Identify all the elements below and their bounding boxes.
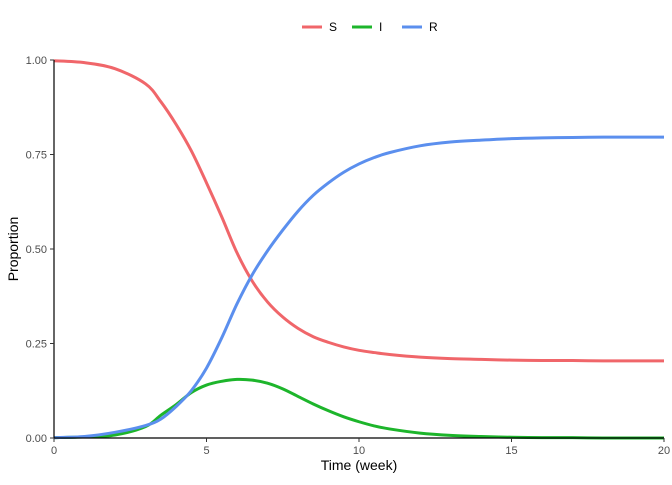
legend-label-r: R — [429, 20, 438, 34]
x-tick-label: 20 — [658, 445, 670, 457]
legend-item-i: I — [352, 20, 382, 34]
legend-label-i: I — [379, 20, 382, 34]
legend-item-s: S — [302, 20, 337, 34]
plot-area — [53, 59, 664, 440]
y-tick-label: 1.00 — [26, 55, 47, 67]
y-tick-label: 0.00 — [26, 433, 47, 445]
x-tick-label: 0 — [51, 445, 57, 457]
y-tick-label: 0.25 — [26, 339, 47, 351]
y-tick-label: 0.75 — [26, 150, 47, 162]
legend-item-r: R — [402, 20, 438, 34]
series-line-i — [53, 377, 664, 440]
y-axis-title: Proportion — [5, 217, 21, 282]
x-tick-label: 5 — [203, 445, 209, 457]
y-tick-label: 0.50 — [26, 244, 47, 256]
axes: 0.00 0.25 0.50 0.75 1.00 0 5 10 15 20 — [26, 55, 671, 457]
x-tick-label: 15 — [505, 445, 517, 457]
series-line-r — [53, 135, 664, 440]
legend-label-s: S — [329, 20, 337, 34]
x-axis-title: Time (week) — [321, 457, 398, 473]
x-tick-label: 10 — [353, 445, 365, 457]
series-line-s — [53, 59, 664, 363]
